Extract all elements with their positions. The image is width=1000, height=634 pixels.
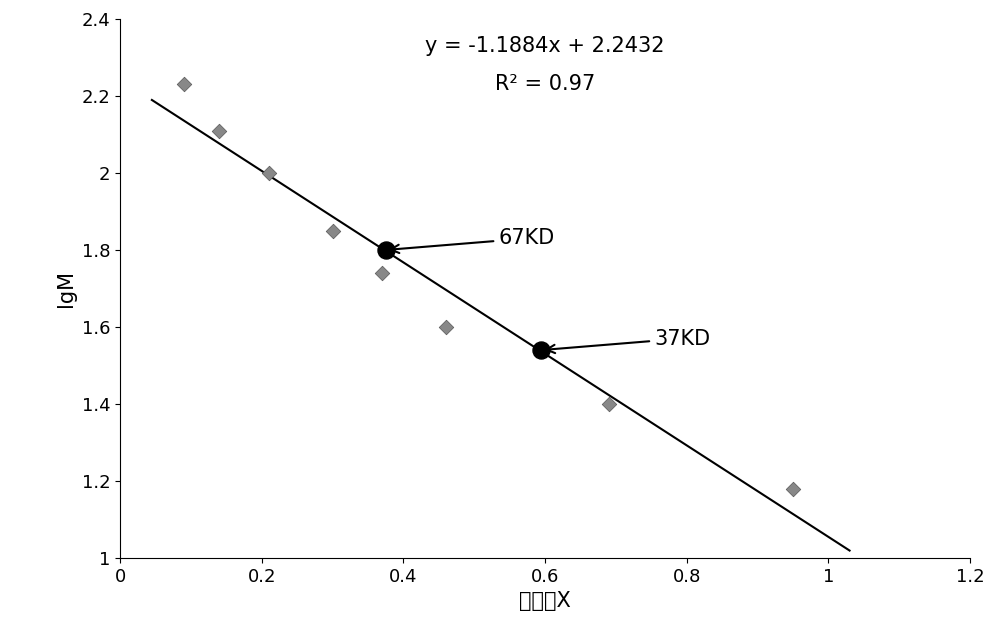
Point (601, 399, 617, 409)
Point (176, 79, 192, 89)
Point (533, 345, 549, 355)
Text: R² = 0.97: R² = 0.97 (495, 74, 595, 94)
Text: y = -1.1884x + 2.2432: y = -1.1884x + 2.2432 (425, 36, 665, 56)
Text: 67KD: 67KD (391, 228, 555, 253)
Point (374, 268, 390, 278)
Text: 37KD: 37KD (547, 328, 711, 353)
Point (438, 322, 454, 332)
Y-axis label: lgM: lgM (56, 270, 76, 307)
X-axis label: 迁移率X: 迁移率X (519, 591, 571, 611)
Point (378, 245, 394, 255)
Point (211, 126, 227, 136)
Point (261, 168, 277, 178)
Point (785, 484, 801, 494)
Point (324, 226, 340, 236)
